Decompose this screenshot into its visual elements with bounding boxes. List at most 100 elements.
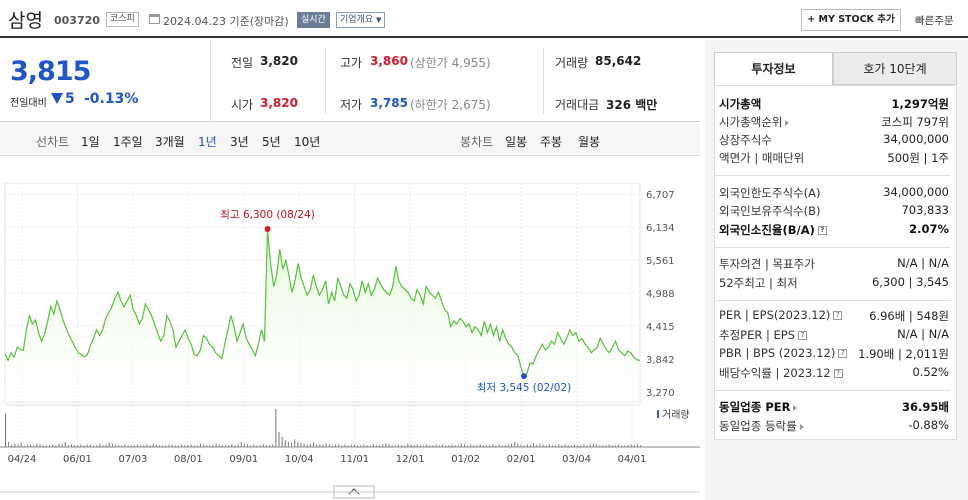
volume-bar xyxy=(608,444,610,447)
volume-bar xyxy=(517,443,519,447)
volume-bar xyxy=(614,445,616,447)
volume-bar xyxy=(624,445,626,447)
volume-bar xyxy=(479,444,481,447)
date-text: 2024.04.23 기준(장마감) xyxy=(163,15,289,28)
quick-order-link[interactable]: 빠른주문 xyxy=(915,15,954,27)
volume-bar xyxy=(212,444,214,447)
help-icon[interactable]: ? xyxy=(833,369,843,378)
help-icon[interactable]: ? xyxy=(833,311,843,320)
x-tick-label: 09/01 xyxy=(229,454,258,465)
foreign-hold-label: 외국인보유주식수(B) xyxy=(719,204,821,218)
volume-bar xyxy=(558,444,560,447)
help-icon[interactable]: ? xyxy=(817,226,827,235)
volume-bar xyxy=(485,445,487,447)
candle-daily[interactable]: 일봉 xyxy=(505,135,528,149)
industry-per-row[interactable]: 동일업종 PER 36.95배 xyxy=(719,399,949,417)
period-3y[interactable]: 3년 xyxy=(230,135,249,149)
volume-bar xyxy=(394,445,396,447)
volume-bar xyxy=(149,445,151,447)
volume-bar xyxy=(577,445,579,447)
price-chart[interactable]: 6,707 6,134 5,561 4,988 4,415 3,842 3,270 04/24… xyxy=(0,157,700,500)
volume-bar xyxy=(328,444,330,447)
candle-monthly[interactable]: 월봉 xyxy=(578,135,601,149)
cap-rank-row[interactable]: 시가총액순위 코스피 797위 xyxy=(719,114,949,132)
volume-bar xyxy=(404,445,406,447)
realtime-button[interactable]: 실시간 xyxy=(297,12,330,28)
period-3m[interactable]: 3개월 xyxy=(155,135,185,149)
cap-rank-label: 시가총액순위 xyxy=(719,115,783,129)
volume-bar xyxy=(564,444,566,447)
period-1w[interactable]: 1주일 xyxy=(113,135,143,149)
high-label: 최고 6,300 (08/24) xyxy=(220,209,315,221)
foreign-hold-row: 외국인보유주식수(B) 703,833 xyxy=(719,203,949,221)
help-icon[interactable]: ? xyxy=(838,349,848,358)
help-icon[interactable]: ? xyxy=(798,331,808,340)
tab-orderbook[interactable]: 호가 10단계 xyxy=(833,52,957,85)
company-info-dropdown[interactable]: 기업개요 ▼ xyxy=(336,12,386,28)
volume-bar xyxy=(369,445,371,447)
week52-label: 52주최고 | 최저 xyxy=(719,276,798,290)
volume-bar xyxy=(309,443,311,447)
volume-bar xyxy=(39,444,41,447)
industry-change-row[interactable]: 동일업종 등락률 -0.88% xyxy=(719,418,949,436)
volume-bar xyxy=(407,443,409,447)
volume-bar xyxy=(209,445,211,447)
volume-bar xyxy=(130,445,132,447)
volume-bar xyxy=(630,444,632,447)
volume-bar xyxy=(190,444,192,447)
volume-bar xyxy=(5,413,6,447)
x-tick-label: 12/01 xyxy=(396,454,425,465)
add-my-stock-button[interactable]: + MY STOCK 추가 xyxy=(801,9,901,31)
y-tick-label: 6,134 xyxy=(646,223,675,234)
tab-invest-info[interactable]: 투자정보 xyxy=(714,52,833,85)
volume-bar xyxy=(567,445,569,447)
volume-value: 85,642 xyxy=(595,54,642,68)
volume-bar xyxy=(589,444,591,447)
high-marker xyxy=(264,225,271,232)
volume-bar xyxy=(294,439,296,447)
volume-bar xyxy=(463,444,465,447)
calendar-icon xyxy=(149,14,160,24)
volume-bar xyxy=(177,445,179,447)
volume-bar xyxy=(281,436,283,447)
candle-weekly[interactable]: 주봉 xyxy=(540,135,563,149)
volume-bar xyxy=(108,442,110,447)
divider xyxy=(325,48,326,114)
volume-bar xyxy=(196,445,198,447)
volume-bar xyxy=(344,444,346,447)
volume-bar xyxy=(83,445,85,447)
current-price: 3,815 xyxy=(10,56,91,87)
volume-bar xyxy=(529,445,531,447)
volume-bar xyxy=(121,445,123,447)
volume-bar xyxy=(375,445,377,447)
down-arrow-icon xyxy=(51,93,63,104)
volume-bar xyxy=(419,445,421,447)
open-value: 3,820 xyxy=(260,96,298,110)
caret-right-icon xyxy=(793,404,798,411)
period-1d[interactable]: 1일 xyxy=(81,135,100,149)
period-10y[interactable]: 10년 xyxy=(294,135,321,149)
volume-bar xyxy=(300,442,302,447)
price-summary: 3,815 전일대비 5 -0.13% 전일 3,820 시가 3,820 고가… xyxy=(0,40,700,122)
volume-bar xyxy=(146,444,148,447)
volume-bar xyxy=(143,445,145,447)
volume-bar xyxy=(416,444,418,447)
week52-row: 52주최고 | 최저 6,300 | 3,545 xyxy=(719,275,949,293)
y-tick-label: 6,707 xyxy=(646,190,675,201)
volume-bar xyxy=(64,441,66,447)
volume-bar xyxy=(536,444,538,447)
low-label: 저가 xyxy=(340,98,363,112)
volume-bar xyxy=(174,445,176,447)
volume-bar xyxy=(432,445,434,447)
volume-bar xyxy=(171,444,173,447)
volume-bar xyxy=(438,445,440,447)
y-tick-label: 4,415 xyxy=(646,322,675,333)
period-5y[interactable]: 5년 xyxy=(262,135,281,149)
industry-change-label: 동일업종 등락률 xyxy=(719,419,797,433)
volume-bar xyxy=(341,445,343,447)
period-1y[interactable]: 1년 xyxy=(198,135,217,149)
volume-bar xyxy=(357,445,359,447)
volume-bar xyxy=(523,445,525,447)
opinion-label: 투자의견 | 목표주가 xyxy=(719,257,815,271)
volume-bar xyxy=(526,444,528,447)
